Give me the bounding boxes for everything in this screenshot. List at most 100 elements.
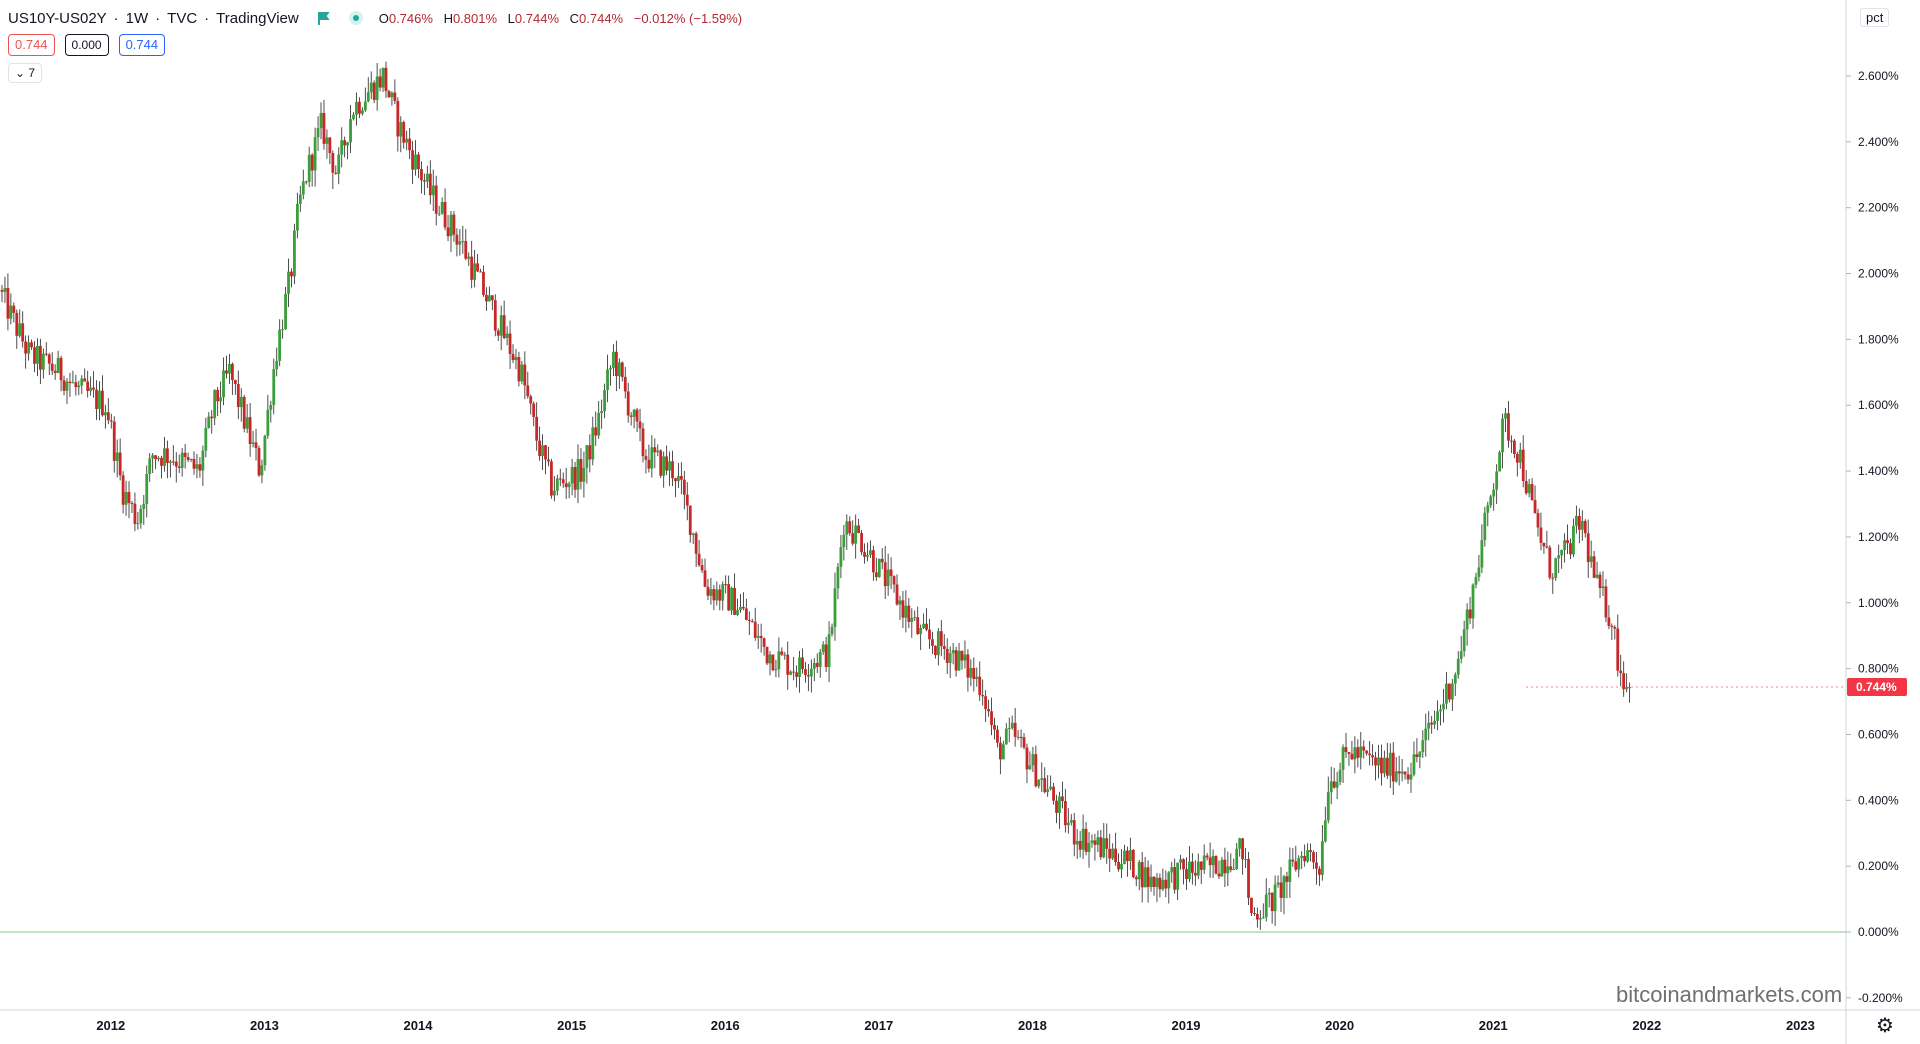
candle-down xyxy=(780,651,784,655)
candle-down xyxy=(248,417,252,445)
candle-up xyxy=(1575,515,1578,526)
candle-down xyxy=(535,416,539,441)
candle-down xyxy=(86,381,90,391)
candle-up xyxy=(1442,703,1445,710)
candle-up xyxy=(381,67,385,88)
candle-up xyxy=(313,137,317,171)
candle-down xyxy=(112,421,116,461)
indicators-collapse-button[interactable]: ⌄ 7 xyxy=(8,63,43,83)
candle-up xyxy=(369,82,373,93)
candle-up xyxy=(293,230,296,277)
candle-up xyxy=(948,653,952,663)
candle-up xyxy=(263,435,267,466)
candle-down xyxy=(807,675,810,677)
candle-up xyxy=(1111,848,1115,859)
y-tick-label: -0.200% xyxy=(1858,991,1903,1005)
candle-up xyxy=(142,503,146,509)
candle-down xyxy=(1397,771,1401,774)
candle-up xyxy=(913,617,917,619)
candle-up xyxy=(1445,683,1448,704)
candle-up xyxy=(1258,917,1262,920)
x-tick-label: 2014 xyxy=(404,1018,434,1033)
candle-down xyxy=(1279,882,1283,898)
symbol-label[interactable]: US10Y-US02Y xyxy=(8,9,107,27)
candle-up xyxy=(1480,540,1484,568)
candle-down xyxy=(411,150,414,170)
candle-up xyxy=(352,114,355,120)
candle-down xyxy=(1566,540,1569,544)
y-tick-label: 2.400% xyxy=(1858,135,1899,149)
candle-up xyxy=(77,385,81,388)
candle-down xyxy=(1158,877,1162,890)
candle-down xyxy=(1332,781,1336,788)
candle-up xyxy=(1226,866,1230,874)
candle-up xyxy=(1179,859,1182,863)
candle-up xyxy=(1341,747,1345,770)
candle-down xyxy=(428,173,432,196)
scale-mode-button[interactable]: pct xyxy=(1860,8,1890,27)
candle-down xyxy=(92,387,95,390)
candle-up xyxy=(505,333,509,339)
candle-down xyxy=(1350,753,1354,760)
candle-down xyxy=(443,202,447,228)
x-tick-label: 2013 xyxy=(250,1018,279,1033)
candle-down xyxy=(993,725,996,730)
gear-icon[interactable]: ⚙ xyxy=(1876,1015,1894,1037)
watermark: bitcoinandmarkets.com xyxy=(1616,982,1843,1007)
candle-down xyxy=(6,287,10,319)
interval-label[interactable]: 1W xyxy=(125,9,149,27)
candle-down xyxy=(987,709,990,712)
candle-down xyxy=(174,461,178,467)
candle-down xyxy=(322,112,326,144)
y-tick-label: 1.800% xyxy=(1858,332,1899,346)
candle-down xyxy=(1114,848,1117,863)
candle-down xyxy=(1078,840,1082,850)
candle-up xyxy=(157,457,160,460)
candle-down xyxy=(659,450,663,476)
candle-up xyxy=(414,154,417,170)
candle-up xyxy=(281,329,285,331)
buy-price-button[interactable]: 0.744 xyxy=(118,34,166,56)
candle-up xyxy=(1232,869,1236,871)
candle-up xyxy=(180,452,184,468)
candle-down xyxy=(1205,855,1209,858)
candle-down xyxy=(1072,820,1076,845)
candle-up xyxy=(1338,769,1342,782)
candle-down xyxy=(210,416,214,419)
candle-up xyxy=(1572,525,1575,555)
candle-down xyxy=(1140,862,1144,888)
candle-down xyxy=(133,503,137,524)
candle-down xyxy=(1131,849,1135,878)
candle-up xyxy=(325,137,329,144)
candle-up xyxy=(301,181,305,195)
y-tick-label: 0.000% xyxy=(1858,925,1899,939)
candle-down xyxy=(1551,577,1555,579)
candle-up xyxy=(1211,855,1215,866)
candle-up xyxy=(1004,728,1008,745)
candle-down xyxy=(476,263,479,272)
candle-down xyxy=(1362,746,1366,751)
source-label: TVC xyxy=(167,9,198,27)
candle-up xyxy=(1527,484,1531,494)
candle-down xyxy=(1406,774,1410,780)
candle-up xyxy=(842,534,846,548)
candle-up xyxy=(886,569,890,587)
candle-down xyxy=(1055,800,1058,813)
flag-icon[interactable] xyxy=(317,12,329,25)
candle-up xyxy=(774,669,778,671)
candle-down xyxy=(579,459,583,482)
candle-up xyxy=(1501,418,1504,453)
x-tick-label: 2018 xyxy=(1018,1018,1047,1033)
candle-up xyxy=(1066,822,1070,826)
candle-up xyxy=(1554,558,1558,578)
candle-up xyxy=(431,185,435,196)
x-tick-label: 2019 xyxy=(1172,1018,1201,1033)
candle-down xyxy=(434,185,438,214)
sell-price-button[interactable]: 0.744 xyxy=(8,34,55,56)
candle-down xyxy=(1515,454,1519,463)
candle-up xyxy=(1335,781,1339,788)
candle-up xyxy=(585,445,589,468)
candle-down xyxy=(1374,757,1377,766)
